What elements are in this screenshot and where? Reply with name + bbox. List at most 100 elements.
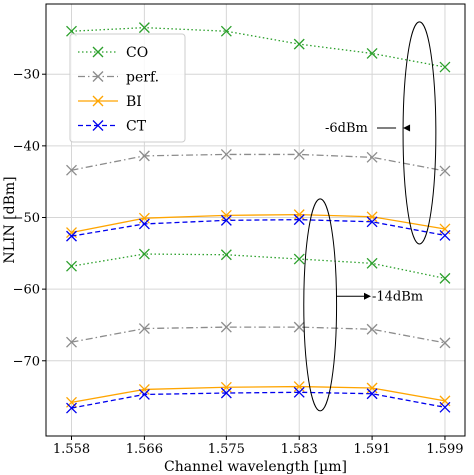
- marker-stroke: [220, 381, 232, 393]
- data-point-ct: [439, 229, 451, 241]
- data-point-ct: [66, 230, 77, 242]
- legend-marker-co: [92, 46, 104, 58]
- data-point-ct: [138, 388, 150, 400]
- marker-stroke: [220, 148, 232, 160]
- marker-stroke: [220, 387, 232, 399]
- marker-stroke: [138, 212, 150, 224]
- legend-label-co: CO: [126, 45, 148, 61]
- series-ct: [66, 214, 451, 242]
- marker-stroke: [138, 218, 150, 230]
- series-line-co: [71, 253, 446, 280]
- data-point-perf: [293, 148, 305, 160]
- series-perf: [66, 321, 451, 349]
- legend-marker-bi: [92, 95, 104, 107]
- data-point-perf: [138, 323, 150, 334]
- annotation-ellipse: [402, 21, 437, 245]
- y-tick-label: −40: [13, 139, 40, 154]
- data-point-co: [293, 253, 305, 265]
- series-ct: [66, 386, 451, 414]
- tick-marks: 1.558 1.566 1.575 1.583 1.591 1.599 −70 …: [13, 68, 464, 457]
- x-axis-label: Channel wavelength [µm]: [164, 459, 347, 475]
- data-point-ct: [220, 387, 232, 399]
- annotation-minus-6dbm: -6dBm: [325, 121, 368, 136]
- data-point-bi: [66, 396, 77, 408]
- y-tick-label: −70: [13, 354, 40, 369]
- data-point-co: [439, 272, 451, 284]
- data-point-co: [366, 47, 378, 59]
- data-point-perf: [366, 323, 378, 335]
- arrow-head: [364, 292, 371, 300]
- marker-stroke: [366, 257, 378, 269]
- marker-stroke: [366, 151, 378, 163]
- data-point-co: [138, 22, 150, 34]
- legend: CO perf. BI CT: [69, 33, 186, 143]
- data-point-perf: [439, 165, 451, 177]
- y-tick-label: −50: [13, 211, 40, 226]
- series-line-bi: [71, 385, 446, 403]
- marker-stroke: [366, 388, 378, 400]
- data-point-ct: [439, 401, 451, 413]
- data-point-perf: [366, 151, 378, 163]
- data-point-bi: [293, 209, 305, 221]
- marker-stroke: [138, 388, 150, 400]
- arrow-head: [403, 124, 411, 132]
- y-axis-label: NLIN [dBm]: [2, 176, 18, 263]
- data-point-perf: [138, 150, 150, 162]
- data-point-co: [66, 260, 77, 272]
- data-point-bi: [366, 211, 378, 223]
- marker-stroke: [92, 120, 104, 131]
- data-point-bi: [220, 209, 232, 221]
- marker-stroke: [366, 216, 378, 228]
- data-point-bi: [138, 383, 150, 395]
- marker-stroke: [138, 383, 150, 395]
- annotations: -6dBm -14dBm: [303, 21, 437, 412]
- data-point-perf: [439, 337, 451, 349]
- series-bi: [66, 381, 451, 408]
- data-point-bi: [366, 382, 378, 394]
- marker-stroke: [293, 38, 305, 50]
- data-point-ct: [366, 388, 378, 400]
- y-tick-label: −30: [13, 68, 40, 83]
- marker-stroke: [92, 71, 104, 82]
- x-tick-label: 1.575: [208, 442, 245, 457]
- marker-stroke: [366, 323, 378, 335]
- marker-stroke: [293, 253, 305, 265]
- series-perf: [66, 148, 451, 177]
- marker-stroke: [138, 323, 150, 334]
- y-tick-label: −60: [13, 283, 40, 298]
- x-tick-label: 1.591: [353, 442, 390, 457]
- data-point-ct: [293, 386, 305, 398]
- data-point-perf: [293, 321, 305, 333]
- marker-stroke: [293, 214, 305, 226]
- x-tick-label: 1.583: [281, 442, 318, 457]
- marker-stroke: [220, 214, 232, 226]
- series-line-ct: [71, 391, 446, 409]
- series-line-ct: [71, 218, 446, 237]
- data-point-perf: [66, 164, 77, 176]
- series-line-perf: [71, 326, 446, 344]
- data-point-ct: [66, 402, 77, 414]
- marker-stroke: [293, 209, 305, 221]
- legend-label-bi: BI: [126, 94, 142, 110]
- marker-stroke: [366, 47, 378, 59]
- series-line-co: [71, 26, 446, 68]
- data-point-ct: [138, 218, 150, 230]
- legend-box: [69, 33, 186, 143]
- data-point-co: [293, 38, 305, 50]
- marker-stroke: [66, 396, 77, 408]
- marker-stroke: [66, 227, 77, 238]
- marker-stroke: [293, 148, 305, 160]
- x-tick-label: 1.558: [53, 442, 90, 457]
- marker-stroke: [293, 321, 305, 333]
- marker-stroke: [220, 321, 232, 333]
- legend-marker-perf: [92, 71, 104, 82]
- data-point-ct: [220, 214, 232, 226]
- annotation-minus-14dbm: -14dBm: [372, 289, 423, 304]
- legend-marker-ct: [92, 120, 104, 131]
- series-co: [66, 248, 451, 284]
- marker-stroke: [220, 249, 232, 261]
- series-line-perf: [71, 153, 446, 172]
- marker-stroke: [220, 209, 232, 221]
- marker-stroke: [66, 230, 77, 242]
